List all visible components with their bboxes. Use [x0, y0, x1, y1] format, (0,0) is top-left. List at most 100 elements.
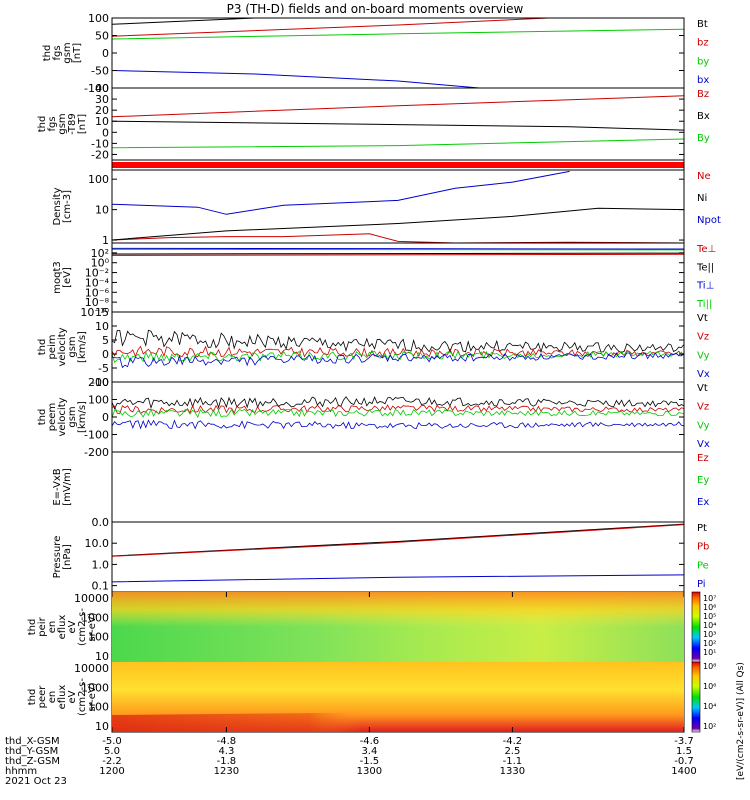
series-line-Npot — [112, 170, 570, 215]
ylabel-line: thd — [37, 409, 48, 426]
series-Pb — [112, 524, 684, 557]
ylabel-group: thd peer en eflux eV (cm2-s-sr-eV) — [27, 678, 98, 716]
ytick-label: 100 — [88, 173, 109, 186]
series-line-Te⊥ — [112, 253, 684, 256]
ylabel-line: [nT] — [72, 43, 83, 63]
ytick-label: -10 — [91, 376, 109, 389]
ytick-label: 10⁻¹⁰ — [80, 306, 109, 319]
ytick-label: 100 — [88, 631, 109, 644]
legend-label-Ti||: Ti|| — [696, 299, 712, 310]
electron-spectrogram-lowenergy — [112, 712, 470, 732]
ion-colorbar-tick: 10⁷ — [703, 594, 716, 603]
legend-label-Pe: Pe — [697, 560, 709, 571]
panel-frame — [111, 521, 685, 593]
ion-colorbar-tick: 10⁴ — [703, 621, 716, 630]
ylabel-line: E=-VxB — [52, 468, 63, 505]
series-line-Vy — [112, 350, 684, 364]
ylabel-line: thd — [37, 116, 48, 133]
legend-label-Bx: Bx — [697, 111, 710, 122]
series-line-Ne — [112, 233, 684, 243]
legend-label-Vt: Vt — [697, 313, 708, 324]
ylabel-line: thd — [42, 45, 53, 62]
legend-label-Ne: Ne — [697, 171, 711, 182]
xtick-label-row-0: -5.0 — [102, 736, 122, 747]
ylabel-line: eflux — [57, 685, 68, 710]
series-line-Vy — [112, 408, 684, 419]
ylabel-line: (cm2-s- — [77, 608, 88, 646]
xaxis-row-label: thd_X-GSM — [5, 736, 60, 747]
ylabel-line: moqt3 — [52, 261, 63, 294]
ytick-label: 10⁻⁸ — [85, 296, 110, 309]
ytick-label: -100 — [84, 82, 109, 95]
electron-colorbar-tick: 10² — [703, 722, 716, 731]
xtick-label-row-0: -4.2 — [503, 736, 523, 747]
ytick-label: 20 — [95, 104, 109, 117]
ytick-label: 0 — [102, 411, 109, 424]
ylabel-line: velocity — [57, 397, 68, 436]
ytick-label: 30 — [95, 93, 109, 106]
ytick-label: -100 — [84, 429, 109, 442]
xaxis-row-label: thd_Z-GSM — [5, 756, 60, 767]
colorbar-label: [eV/(cm2-s-sr-eV)] (All Qs) — [736, 662, 746, 780]
panel-2 — [111, 159, 685, 171]
ylabel-line: [km/s] — [77, 331, 88, 363]
series-bz — [112, 18, 560, 37]
ylabel-line: [cm-3] — [62, 190, 73, 223]
series-Vx — [112, 352, 684, 369]
ylabel-group: moqt3 [eV] — [52, 261, 73, 294]
ytick-label: -200 — [84, 446, 109, 459]
x-axis: -5.05.0-2.21200-4.84.3-1.81230-4.63.4-1.… — [5, 592, 697, 787]
legend-label-Pi: Pi — [697, 579, 706, 590]
series-By — [112, 138, 684, 149]
ylabel-line: gsm — [62, 42, 73, 63]
ytick-label: 10000 — [74, 662, 109, 675]
series-Bx — [112, 120, 684, 131]
legend-label-bz: bz — [697, 38, 709, 49]
xtick-label-row-2: -0.7 — [674, 756, 694, 767]
series-line-Bt — [112, 18, 267, 25]
legend-label-Ey: Ey — [697, 475, 709, 486]
ylabel-line: eV — [67, 620, 78, 633]
ylabel-line: [nPa] — [62, 544, 73, 570]
ytick-label: -50 — [91, 65, 109, 78]
ytick-label: 0 — [102, 47, 109, 60]
xtick-label-row-0: -3.7 — [674, 736, 694, 747]
legend-label-Ex: Ex — [697, 497, 709, 508]
ytick-label: -10 — [91, 137, 109, 150]
ytick-label: 10⁻⁴ — [85, 276, 110, 289]
legend-label-by: by — [697, 56, 709, 67]
series-line-Ti⊥ — [112, 247, 684, 250]
ytick-label: 5 — [102, 334, 109, 347]
ytick-label: 0.1 — [92, 580, 110, 593]
ylabel-line: eV — [67, 690, 78, 703]
ylabel-group: thd fgs gsm [nT] — [42, 42, 83, 63]
ytick-label: 1000 — [81, 611, 109, 624]
ytick-label: 200 — [88, 376, 109, 389]
legend-label-Vx: Vx — [697, 439, 710, 450]
series-line-By — [112, 138, 684, 149]
series-line-bx — [112, 70, 486, 88]
electron-colorbar — [691, 661, 701, 733]
ion-colorbar-tick: 10⁵ — [703, 612, 716, 621]
series-line-Te|| — [112, 252, 684, 255]
colorbars: [eV/(cm2-s-sr-eV)] (All Qs) 10⁷10⁶10⁵10⁴… — [691, 591, 746, 780]
ylabel-line: Pressure — [52, 536, 63, 579]
series-bx — [112, 70, 486, 88]
ylabel-line: en — [47, 691, 58, 704]
ylabel-group: thd peir en eflux eV (cm2-s-sr-eV) — [27, 608, 98, 646]
ylabel-line: [eV] — [62, 267, 73, 288]
ylabel-line: sr-eV) — [87, 612, 98, 641]
ytick-label: 10⁻² — [85, 267, 109, 280]
legend-label-bx: bx — [697, 75, 709, 86]
ylabel-line: gsm — [67, 406, 78, 427]
ylabel-line: sr-eV) — [87, 682, 98, 711]
legend-label-Pb: Pb — [697, 542, 709, 553]
ion-colorbar-tick: 10⁶ — [703, 603, 716, 612]
xtick-label-row-2: -1.8 — [217, 756, 237, 767]
xtick-label-row-3: 1330 — [500, 766, 525, 777]
ytick-label: 10 — [95, 320, 109, 333]
xaxis-row-label: thd_Y-GSM — [5, 746, 58, 757]
